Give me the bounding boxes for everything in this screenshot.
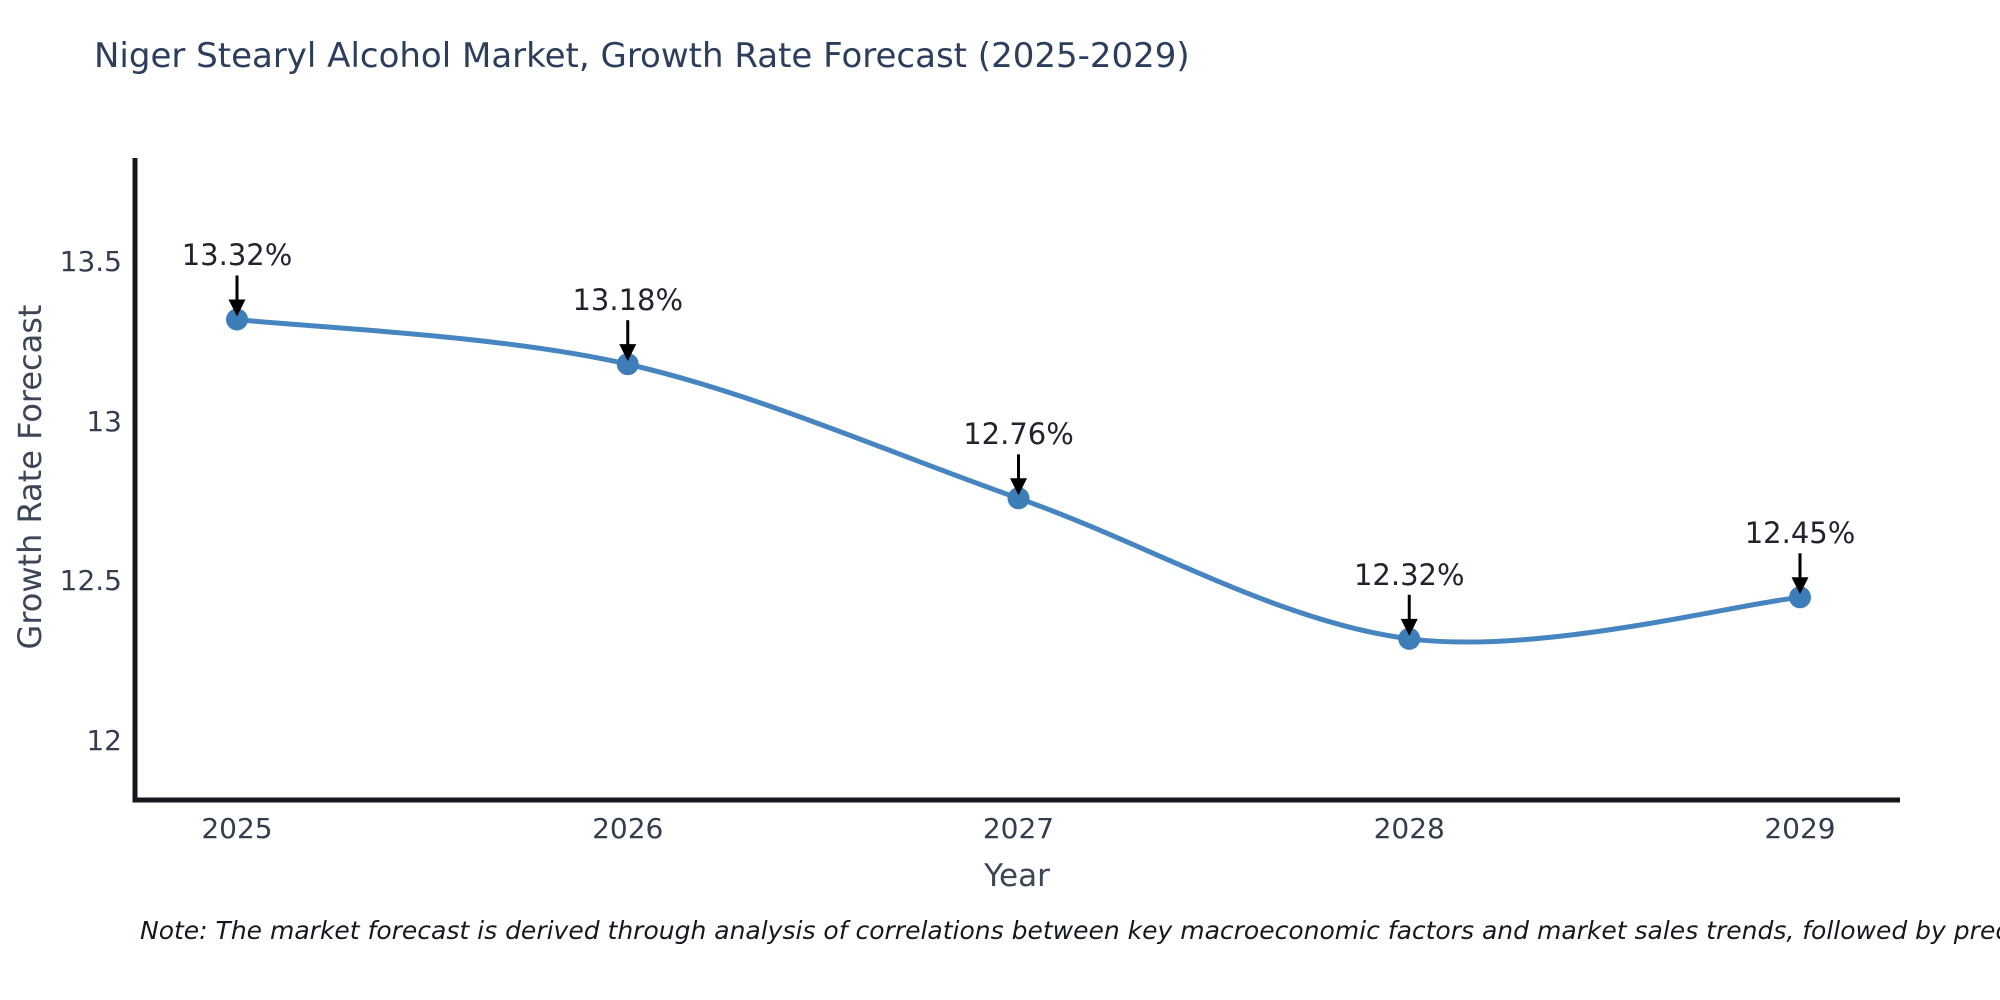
point-annotation: 12.76% [963, 417, 1074, 452]
y-tick-label: 13 [86, 404, 122, 438]
annotation-arrowhead [1791, 577, 1809, 595]
annotation-arrowhead [228, 299, 246, 317]
x-tick-label: 2025 [201, 812, 273, 845]
x-tick-label: 2028 [1373, 812, 1445, 845]
data-point-marker [1789, 586, 1811, 609]
y-axis-title: Growth Rate Forecast [11, 304, 49, 650]
y-tick-label: 12 [86, 724, 122, 757]
data-point-marker [1007, 487, 1030, 510]
annotation-arrowhead [619, 344, 637, 362]
annotation-arrowhead [1400, 618, 1418, 636]
data-point-marker [616, 353, 639, 376]
point-annotation: 12.45% [1744, 516, 1856, 551]
x-tick-label: 2026 [592, 812, 664, 845]
x-tick-label: 2029 [1764, 812, 1836, 845]
data-point-marker [1398, 627, 1421, 650]
x-tick-label: 2027 [982, 812, 1055, 845]
point-annotation: 13.32% [181, 238, 293, 273]
y-tick-label: 12.5 [59, 564, 122, 598]
y-tick-label: 13.5 [59, 245, 122, 278]
x-axis-title: Year [984, 858, 1050, 894]
chart-title: Niger Stearyl Alcohol Market, Growth Rat… [94, 36, 1190, 76]
data-point-marker [226, 308, 248, 331]
point-annotation: 13.18% [572, 283, 684, 318]
annotation-arrowhead [1010, 478, 1027, 496]
point-annotation: 12.32% [1353, 557, 1465, 592]
footnote: Note: The market forecast is derived thr… [140, 916, 2000, 945]
